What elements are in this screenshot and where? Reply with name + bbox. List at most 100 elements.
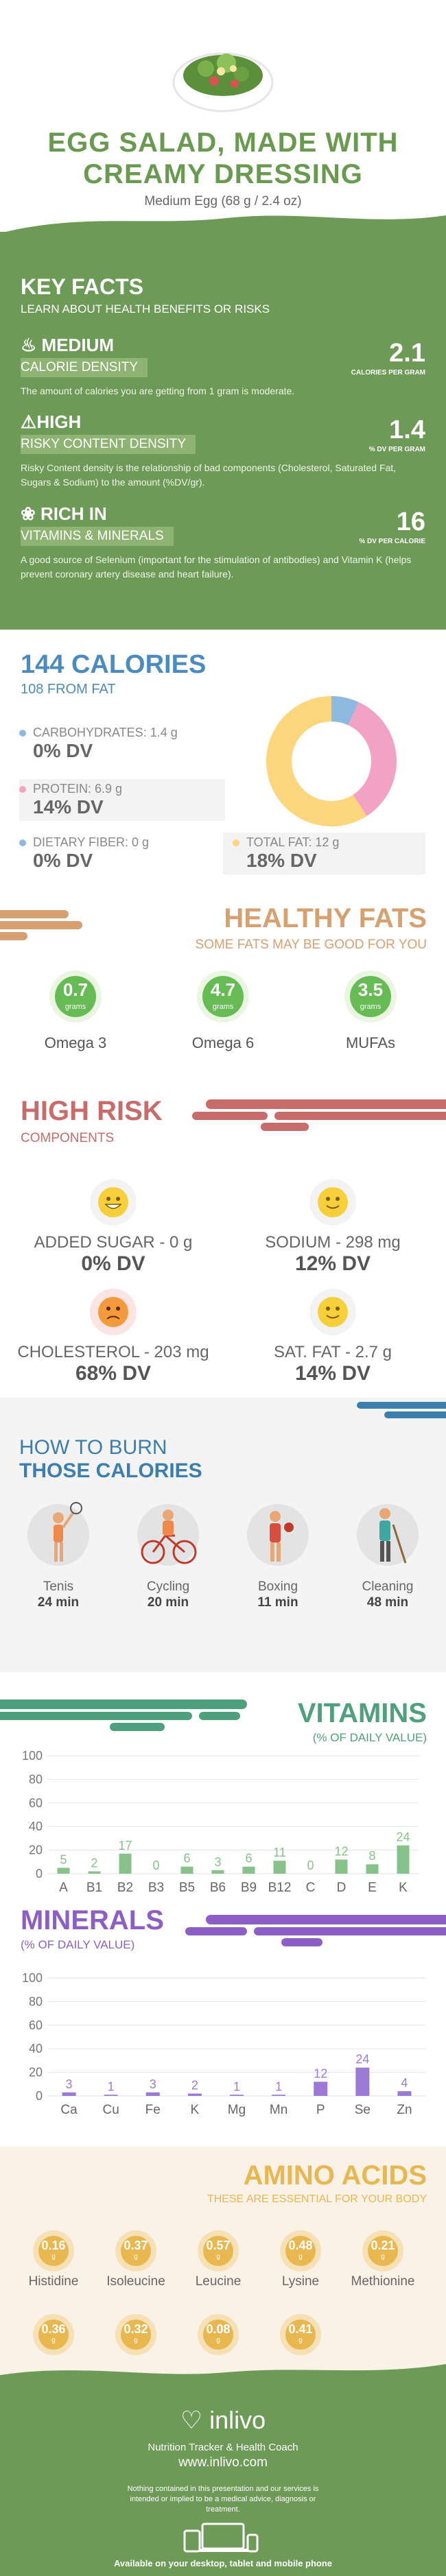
y-tick-label: 60 <box>29 2018 43 2032</box>
activity-label: Cycling <box>146 1579 190 1594</box>
y-tick-label: 100 <box>22 1749 43 1763</box>
burn-heading-1: HOW TO BURN <box>19 1436 167 1459</box>
decorative-stripes <box>185 1915 446 1946</box>
bar-b12 <box>273 1861 286 1874</box>
boxing-icon <box>247 1504 309 1566</box>
amino-unit: g <box>298 2337 303 2344</box>
nutrient-fiber: DIETARY FIBER: 0 g 0% DV <box>19 835 149 872</box>
fact-unit: % DV PER GRAM <box>368 446 425 453</box>
activity-minutes: 11 min <box>257 1595 298 1610</box>
fat-label: Omega 6 <box>191 1034 255 1051</box>
risk-label: CHOLESTEROL - 203 mg <box>17 1343 209 1361</box>
fact-unit: % DV PER CALORIE <box>359 538 425 545</box>
salad-bowl-image <box>172 52 274 112</box>
bar-value-label: 12 <box>314 2066 327 2080</box>
flame-icon: ♨ <box>21 335 37 355</box>
amino-value: 0.36 <box>41 2322 66 2336</box>
bar-value-label: 2 <box>91 1857 97 1870</box>
risk-dv: 0% DV <box>81 1252 145 1275</box>
bar-value-label: 0 <box>152 1859 159 1872</box>
fat-label: Omega 3 <box>44 1034 107 1051</box>
activity-label: Tenis <box>43 1579 74 1594</box>
footer-url[interactable]: www.inlivo.com <box>178 2455 268 2470</box>
high-risk-heading: HIGH RISK <box>21 1096 163 1126</box>
x-tick-label: P <box>316 2103 325 2117</box>
amino-label: Lysine <box>281 2274 320 2289</box>
amino-unit: g <box>134 2337 138 2344</box>
x-tick-label: B5 <box>179 1881 195 1895</box>
leaf-icon: ❀ <box>21 503 36 524</box>
amino-value: 0.08 <box>206 2322 231 2336</box>
activity-boxing: Boxing 11 min <box>230 1497 326 1610</box>
fact-value: 2.1 <box>389 339 425 368</box>
bar-value-label: 6 <box>245 1852 252 1865</box>
smile-face-icon <box>309 1289 356 1335</box>
bar-k <box>397 1845 410 1874</box>
bar-zn <box>397 2091 412 2096</box>
amino-value: 0.41 <box>288 2322 313 2336</box>
high-risk-section: HIGH RISK COMPONENTS ADDED SUGAR - 0 g 0… <box>0 1072 446 1398</box>
fat-unit: grams <box>360 1003 382 1011</box>
frown-face-icon <box>90 1289 137 1335</box>
amino-tryptophan: 0.08gTryptophan <box>177 2313 259 2372</box>
activity-label: Cleaning <box>362 1579 414 1594</box>
activity-tennis: Tenis 24 min <box>10 1497 106 1610</box>
bar-b6 <box>211 1870 224 1874</box>
fact-level: MEDIUM <box>41 335 114 355</box>
protein-dot-icon <box>19 786 26 793</box>
amino-unit: g <box>298 2253 303 2261</box>
fact-label: RISKY CONTENT DENSITY <box>21 435 196 454</box>
amino-badge <box>280 2230 321 2271</box>
amino-isoleucine: 0.37 g Isoleucine <box>95 2229 177 2289</box>
bar-d <box>335 1859 348 1874</box>
bar-b9 <box>242 1866 255 1874</box>
x-tick-label: Zn <box>397 2103 412 2117</box>
amino-label: Methionine <box>351 2274 415 2289</box>
risk-label: ADDED SUGAR - 0 g <box>34 1233 193 1252</box>
bar-value-label: 6 <box>183 1852 190 1865</box>
calories-heading: 144 CALORIES <box>21 650 207 679</box>
x-tick-label: K <box>191 2103 200 2117</box>
bar-value-label: 17 <box>118 1839 132 1852</box>
y-tick-label: 40 <box>29 2042 43 2055</box>
footer-available: Available on your desktop, tablet and mo… <box>113 2558 333 2568</box>
amino-unit: g <box>381 2253 385 2261</box>
fat-dot-icon <box>233 839 239 846</box>
title-line-2: CREAMY DRESSING <box>83 159 363 189</box>
minerals-section: MINERALS (% OF DAILY VALUE) 0 20 40 60 80 100… <box>0 1905 446 2159</box>
x-tick-label: Mg <box>228 2103 246 2117</box>
x-tick-label: B1 <box>86 1881 102 1895</box>
amino-badge <box>115 2314 156 2355</box>
x-tick-label: B12 <box>268 1881 292 1895</box>
minerals-subheading: (% OF DAILY VALUE) <box>21 1938 135 1951</box>
bar-value-label: 1 <box>233 2079 240 2093</box>
amino-badge <box>198 2230 239 2271</box>
bar-k <box>187 2093 202 2096</box>
key-facts-section: KEY FACTS LEARN ABOUT HEALTH BENEFITS OR… <box>0 232 446 630</box>
amino-acids-section: AMINO ACIDS THESE ARE ESSENTIAL FOR YOUR… <box>0 2147 446 2372</box>
fact-unit: CALORIES PER GRAM <box>351 369 425 377</box>
title-line-1: EGG SALAD, MADE WITH <box>47 128 399 158</box>
x-tick-label: K <box>399 1881 408 1895</box>
heart-icon: ♡ <box>180 2406 203 2434</box>
cycling-icon <box>137 1504 199 1566</box>
amino-leucine: 0.57 g Leucine <box>177 2229 259 2289</box>
fact-label: CALORIE DENSITY <box>21 358 148 377</box>
amino-phenylalanine: 0.36gPhenylalanine <box>12 2313 95 2372</box>
bar-value-label: 1 <box>108 2079 115 2093</box>
amino-heading: AMINO ACIDS <box>243 2160 427 2191</box>
donut-slice-total-fat <box>266 696 367 826</box>
decorative-stripes <box>0 1700 247 1731</box>
fat-label: MUFAs <box>345 1034 396 1051</box>
amino-value: 0.57 <box>206 2239 231 2252</box>
y-tick-label: 20 <box>29 1844 43 1857</box>
x-tick-label: B6 <box>210 1881 226 1895</box>
fat-badge <box>49 970 102 1023</box>
footer: ♡ inlivo Nutrition Tracker & Health Coac… <box>0 2359 446 2576</box>
risk-cholesterol: CHOLESTEROL - 203 mg 68% DV <box>10 1285 216 1385</box>
amino-badge <box>33 2230 74 2271</box>
nutrient-total-fat: TOTAL FAT: 12 g 18% DV <box>223 833 425 874</box>
key-facts-subheading: LEARN ABOUT HEALTH BENEFITS OR RISKS <box>21 302 270 315</box>
smile-face-icon <box>309 1179 356 1226</box>
